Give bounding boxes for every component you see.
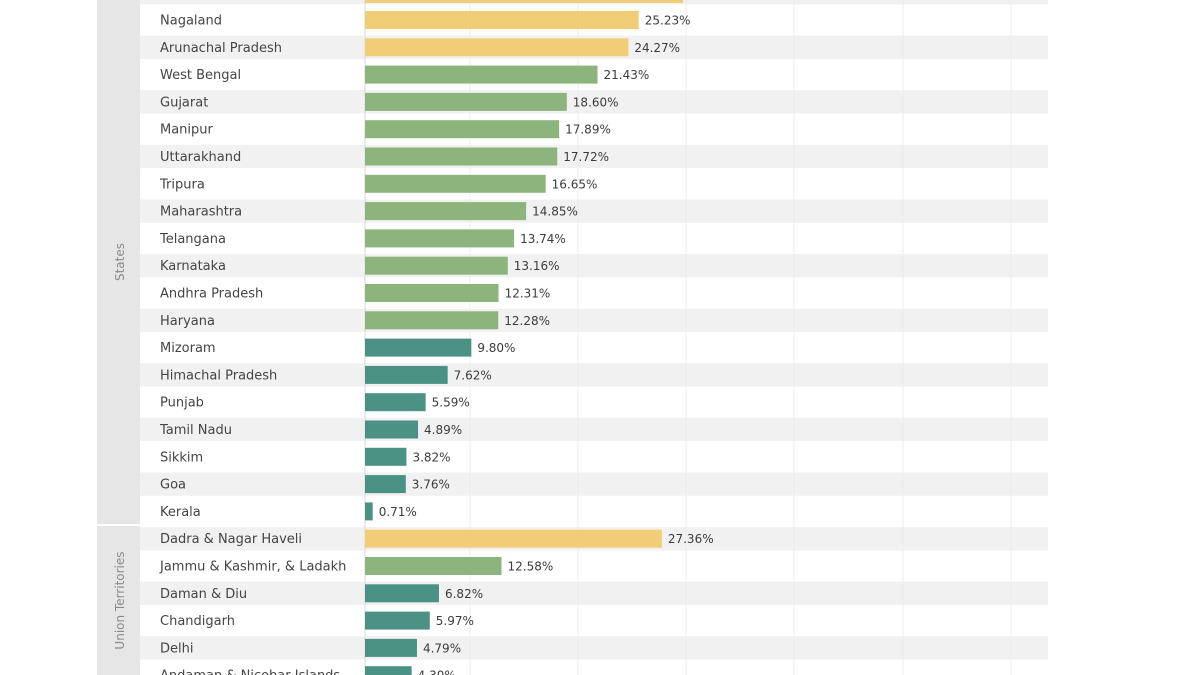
category-label: Himachal Pradesh xyxy=(160,368,277,383)
category-label: Gujarat xyxy=(160,95,208,110)
row-stripe xyxy=(140,636,1048,660)
value-label: 18.60% xyxy=(573,95,619,109)
category-label: Andaman & Nicobar Islands xyxy=(160,669,340,675)
category-label: Maharashtra xyxy=(160,205,242,220)
row-stripe xyxy=(140,472,1048,496)
value-label: 4.79% xyxy=(423,641,461,655)
value-label: 25.23% xyxy=(645,14,691,28)
bar xyxy=(365,338,472,357)
group-label: States xyxy=(113,243,127,281)
category-label: Mizoram xyxy=(160,341,216,356)
bar xyxy=(365,502,373,521)
category-label: Arunachal Pradesh xyxy=(160,41,282,56)
bar xyxy=(365,666,412,675)
value-label: 5.97% xyxy=(436,614,474,628)
bar xyxy=(365,65,598,84)
bar xyxy=(365,311,499,330)
bar xyxy=(365,38,629,57)
value-label: 7.62% xyxy=(454,368,492,382)
value-label: 13.74% xyxy=(520,232,566,246)
value-label: 4.89% xyxy=(424,423,462,437)
value-label: 17.72% xyxy=(563,150,609,164)
row-stripe xyxy=(140,199,1048,223)
value-label: 14.85% xyxy=(532,205,578,219)
value-label: 3.82% xyxy=(412,450,450,464)
value-label: 16.65% xyxy=(552,177,598,191)
bar xyxy=(365,475,406,494)
value-label: 27.36% xyxy=(668,532,714,546)
bar xyxy=(365,11,639,29)
category-label: Punjab xyxy=(160,396,204,411)
value-label: 13.16% xyxy=(514,259,560,273)
value-label: 12.28% xyxy=(504,314,550,328)
value-label: 5.59% xyxy=(432,396,470,410)
value-label: 12.31% xyxy=(505,287,551,301)
group-panels: States Union Territories xyxy=(97,0,140,675)
bar xyxy=(365,256,508,275)
category-label: Karnataka xyxy=(160,259,226,274)
category-label: Haryana xyxy=(160,314,215,329)
value-label: 24.27% xyxy=(634,41,680,55)
value-label: 6.82% xyxy=(445,587,483,601)
bar xyxy=(365,420,419,439)
category-label: Tripura xyxy=(159,177,205,192)
bar xyxy=(365,393,426,412)
category-label: Manipur xyxy=(160,123,214,138)
category-label: West Bengal xyxy=(160,68,241,83)
bar xyxy=(365,147,558,166)
category-label: Andhra Pradesh xyxy=(160,287,263,302)
category-label: Uttarakhand xyxy=(160,150,241,165)
labels: Nagaland 25.23% Arunachal Pradesh 24.27% Wes… xyxy=(159,14,714,675)
row-stripe xyxy=(140,308,1048,332)
row-stripe xyxy=(140,581,1048,605)
bar xyxy=(365,120,560,139)
bar xyxy=(365,284,499,302)
bars xyxy=(365,0,683,675)
bar xyxy=(365,365,448,384)
group-panel xyxy=(97,0,140,525)
row-stripe xyxy=(140,417,1048,442)
category-label: Dadra & Nagar Haveli xyxy=(160,532,302,547)
value-label: 21.43% xyxy=(604,68,650,82)
category-label: Goa xyxy=(160,478,186,493)
value-label: 9.80% xyxy=(477,341,515,355)
bar xyxy=(365,174,546,193)
group-panel xyxy=(97,526,140,675)
category-label: Telangana xyxy=(159,232,226,247)
row-stripe xyxy=(140,254,1048,278)
category-label: Jammu & Kashmir, & Ladakh xyxy=(159,560,346,575)
bar xyxy=(365,638,417,657)
group-label: Union Territories xyxy=(113,551,127,649)
bar xyxy=(365,584,439,603)
value-label: 17.89% xyxy=(565,123,611,137)
category-label: Kerala xyxy=(160,505,201,520)
category-label: Daman & Diu xyxy=(160,587,247,602)
bar xyxy=(365,557,502,575)
value-label: 4.30% xyxy=(418,669,456,675)
category-label: Tamil Nadu xyxy=(159,423,232,438)
bar xyxy=(365,611,430,630)
bar xyxy=(365,447,407,466)
value-label: 0.71% xyxy=(379,505,417,519)
bar xyxy=(365,0,683,3)
value-label: 12.58% xyxy=(507,560,553,574)
category-label: Delhi xyxy=(160,641,193,656)
bar xyxy=(365,202,527,221)
category-label: Chandigarh xyxy=(160,614,235,629)
value-label: 3.76% xyxy=(412,478,450,492)
bar xyxy=(365,529,662,548)
bar xyxy=(365,229,515,248)
category-label: Sikkim xyxy=(160,450,203,465)
category-label: Nagaland xyxy=(160,14,222,29)
bar xyxy=(365,92,567,111)
